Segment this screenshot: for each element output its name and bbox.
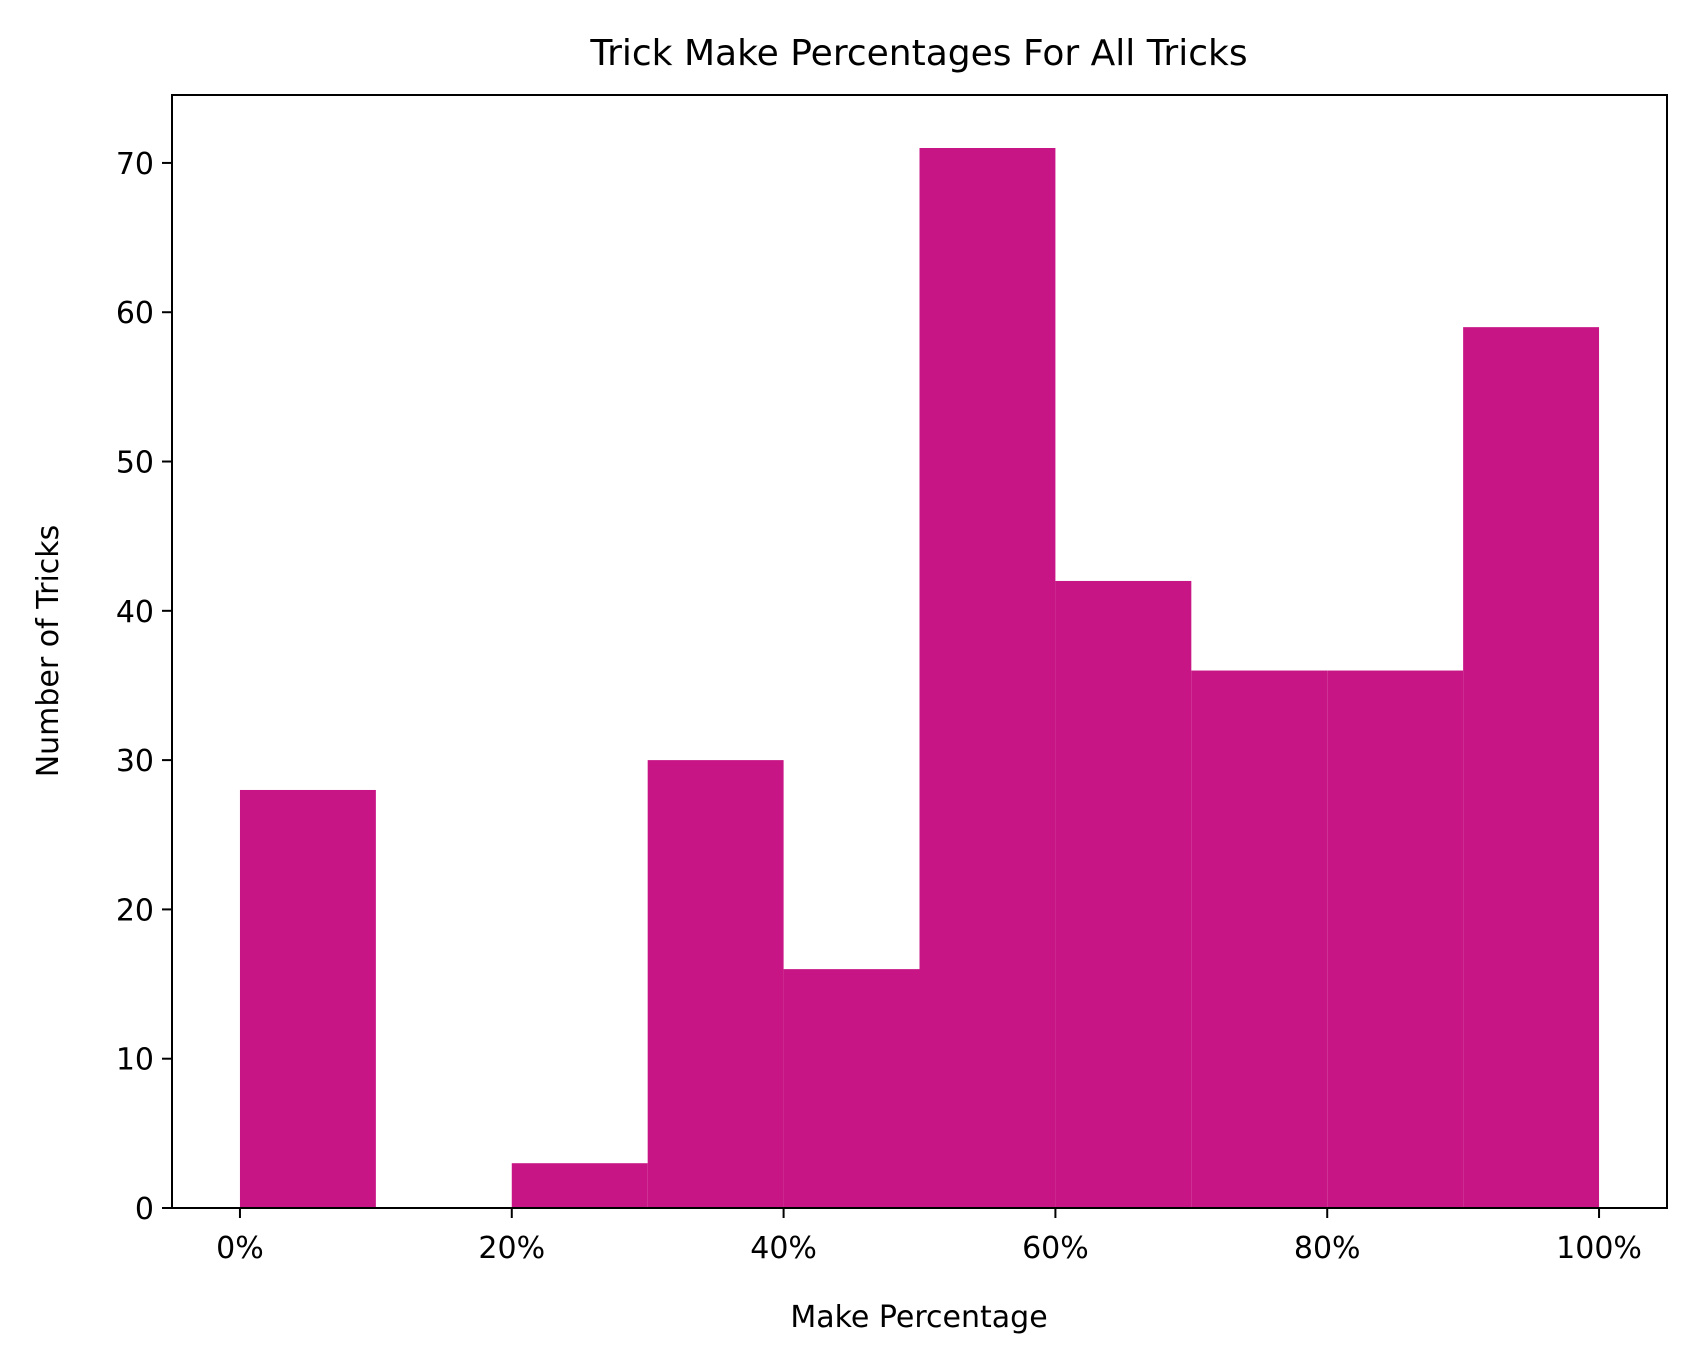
x-axis-ticks: 0% 20% 40% 60% 80% 100% [216,1208,1642,1266]
x-tick-label: 80% [1294,1231,1361,1266]
plot-frame [171,94,1668,1209]
y-tick-label: 20 [116,893,154,928]
y-tick-label: 50 [116,446,154,481]
y-tick-label: 30 [116,744,154,779]
chart-title: Trick Make Percentages For All Tricks [589,33,1247,74]
bars-group [239,148,1600,1209]
y-tick-label: 40 [116,595,154,630]
histogram-bar [239,789,376,1208]
y-tick-label: 70 [116,147,154,182]
histogram-bar [919,148,1056,1208]
x-tick-label: 100% [1556,1231,1642,1266]
histogram-bar [1327,670,1464,1208]
y-tick-label: 0 [135,1192,154,1227]
histogram-bar [1463,327,1600,1209]
histogram-bar [1191,670,1328,1208]
x-tick-label: 0% [216,1231,264,1266]
y-tick-label: 10 [116,1043,154,1078]
histogram-bar [647,760,784,1208]
histogram-bar [511,1163,648,1208]
x-axis-label: Make Percentage [790,1300,1047,1335]
histogram-bar [1055,580,1192,1208]
x-tick-label: 40% [750,1231,817,1266]
x-tick-label: 60% [1022,1231,1089,1266]
y-tick-label: 60 [116,296,154,331]
y-axis-label: Number of Tricks [31,525,66,778]
y-axis-ticks: 0 10 20 30 40 50 60 70 [116,147,172,1227]
x-tick-label: 20% [478,1231,545,1266]
histogram-bar [783,969,920,1208]
